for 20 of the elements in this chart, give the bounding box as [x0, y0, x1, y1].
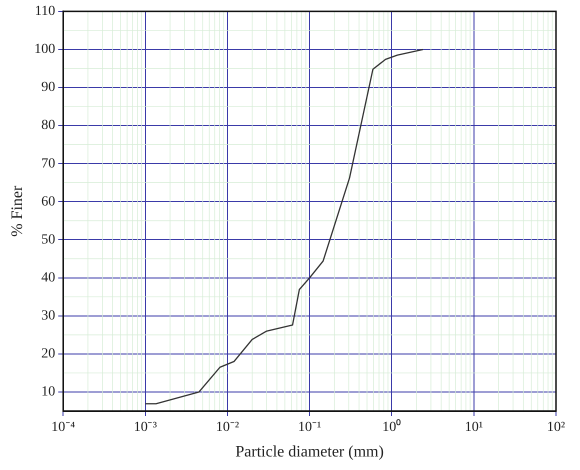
- x-tick-label: 10⁻³: [134, 420, 157, 436]
- y-tick-label: 30: [41, 308, 56, 324]
- y-tick-label: 10: [41, 384, 56, 400]
- y-tick-label: 60: [41, 194, 56, 210]
- y-tick-label: 110: [34, 4, 56, 20]
- y-axis-title: % Finer: [8, 184, 26, 237]
- y-tick-label: 90: [41, 80, 56, 96]
- y-tick-label: 50: [41, 232, 56, 248]
- x-tick-label: 10⁻²: [216, 420, 240, 436]
- y-tick-label: 100: [34, 42, 56, 58]
- x-tick-label: 10⁻⁴: [51, 420, 76, 436]
- x-axis-title: Particle diameter (mm): [235, 444, 384, 461]
- x-tick-label: 10⁰: [382, 419, 402, 436]
- y-tick-label: 20: [41, 346, 56, 362]
- y-tick-label: 80: [41, 118, 56, 134]
- x-tick-label: 10²: [546, 420, 566, 436]
- y-tick-label: 40: [41, 270, 56, 286]
- x-tick-label: 10⁻¹: [298, 420, 322, 436]
- x-tick-label: 10¹: [464, 420, 483, 436]
- y-tick-label: 70: [41, 156, 56, 172]
